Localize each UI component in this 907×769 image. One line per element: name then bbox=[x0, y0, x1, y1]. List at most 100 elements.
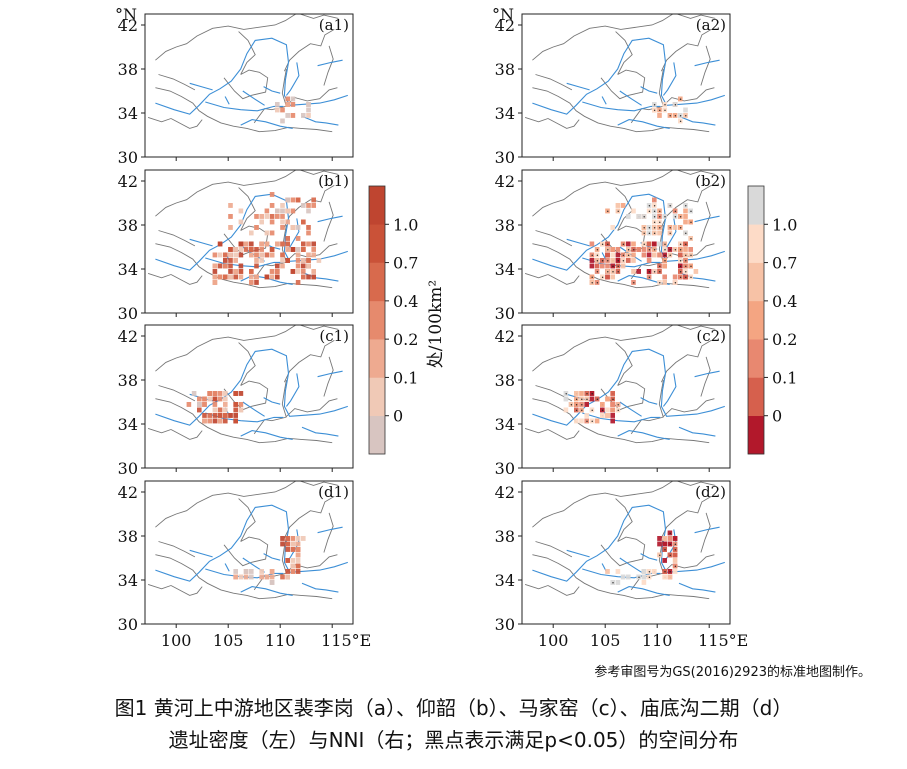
province-border bbox=[524, 427, 549, 434]
site-grid-cell bbox=[610, 418, 615, 424]
site-grid-cell bbox=[285, 547, 290, 552]
legend-color-step bbox=[369, 300, 385, 340]
site-grid-cell bbox=[290, 541, 296, 547]
significance-dot bbox=[659, 282, 661, 284]
site-grid-cell bbox=[311, 247, 316, 252]
significance-dot bbox=[659, 554, 661, 556]
site-grid-cell bbox=[280, 214, 285, 219]
site-grid-cell bbox=[228, 225, 233, 230]
legend-tick-label: 0.1 bbox=[393, 368, 418, 387]
site-grid-cell bbox=[285, 113, 290, 118]
significance-dot bbox=[596, 254, 599, 256]
significance-dot bbox=[617, 265, 619, 267]
lat-tick-label: 42 bbox=[118, 327, 138, 346]
site-grid-cell bbox=[600, 413, 605, 418]
lat-tick-label: 42 bbox=[495, 16, 515, 35]
province-border bbox=[147, 583, 172, 590]
site-grid-cell bbox=[212, 280, 218, 285]
lat-tick-label: 42 bbox=[495, 172, 515, 191]
province-border bbox=[147, 272, 172, 279]
site-grid-cell bbox=[563, 396, 569, 402]
map-panel-background bbox=[522, 325, 730, 468]
significance-dot bbox=[648, 576, 651, 578]
significance-dot bbox=[617, 271, 619, 273]
map-frame bbox=[521, 324, 731, 469]
site-grid-cell bbox=[280, 241, 285, 247]
river-line bbox=[662, 62, 677, 96]
panel-label: (c1) bbox=[319, 327, 349, 345]
legend-tick-label: 0 bbox=[393, 407, 403, 426]
site-grid-cell bbox=[290, 569, 296, 574]
site-grid-cell bbox=[285, 197, 290, 203]
panel-label: (d2) bbox=[695, 483, 726, 501]
significance-dot bbox=[617, 409, 619, 411]
site-grid-cell bbox=[610, 247, 615, 252]
site-grid-cell bbox=[264, 274, 270, 280]
site-grid-cell bbox=[641, 574, 647, 580]
map-source-note: 参考审图号为GS(2016)2923的标准地图制作。 bbox=[594, 665, 871, 680]
site-grid-cell bbox=[615, 247, 621, 252]
legend-color-step bbox=[748, 300, 764, 340]
site-grid-cell bbox=[223, 418, 228, 424]
province-border bbox=[158, 74, 196, 91]
province-border bbox=[535, 541, 573, 558]
significance-dot bbox=[581, 404, 583, 406]
site-grid-cell bbox=[290, 536, 296, 541]
site-grid-cell bbox=[269, 203, 275, 208]
site-grid-cell bbox=[636, 269, 641, 274]
site-grid-cell bbox=[652, 252, 657, 258]
province-border bbox=[532, 554, 710, 600]
site-grid-cell bbox=[275, 241, 280, 247]
significance-dot bbox=[653, 104, 656, 106]
significance-dot bbox=[607, 243, 609, 245]
significance-dot bbox=[664, 549, 666, 551]
province-border bbox=[532, 87, 710, 133]
significance-dot bbox=[648, 249, 651, 251]
significance-dot bbox=[685, 115, 687, 117]
river-line bbox=[694, 526, 720, 534]
site-grid-cell bbox=[238, 402, 244, 407]
province-border bbox=[323, 201, 334, 242]
significance-dot bbox=[591, 276, 593, 278]
significance-dot bbox=[679, 216, 682, 218]
province-border bbox=[532, 325, 674, 372]
significance-dot bbox=[607, 260, 609, 262]
site-grid-cell bbox=[233, 252, 238, 258]
site-grid-cell bbox=[683, 219, 688, 225]
panel-label: (a1) bbox=[319, 16, 349, 34]
density-colorbar: 1.0 0.7 0.4 0.2 0.1 0 处/100km² bbox=[368, 185, 446, 455]
river-line bbox=[619, 90, 642, 106]
site-grid-cell bbox=[202, 396, 207, 402]
lat-tick-label: 42 bbox=[495, 483, 515, 502]
site-grid-cell bbox=[683, 247, 688, 252]
map-panel-d2: (d2) 42 38 34 30 100 105 110 115°E bbox=[495, 480, 748, 650]
province-border bbox=[158, 230, 196, 247]
significance-dot bbox=[664, 249, 666, 251]
site-grid-cell bbox=[217, 407, 223, 413]
lat-tick-label: 38 bbox=[495, 527, 515, 546]
river-line bbox=[263, 553, 281, 561]
significance-dot bbox=[664, 109, 666, 112]
river-line bbox=[285, 373, 300, 407]
lat-tick-label: 38 bbox=[118, 371, 138, 390]
site-grid-cell bbox=[228, 214, 233, 219]
legend-tick-label: 0.4 bbox=[393, 292, 418, 311]
significance-dot bbox=[690, 276, 692, 278]
river-line bbox=[601, 96, 607, 105]
site-grid-cell bbox=[217, 396, 223, 402]
site-grid-cell bbox=[259, 574, 264, 580]
significance-dot bbox=[690, 210, 692, 212]
significance-dot bbox=[612, 582, 614, 584]
site-grid-cell bbox=[264, 208, 270, 214]
significance-dot bbox=[679, 276, 682, 278]
legend-tick-label: 0.4 bbox=[772, 292, 797, 311]
river-line bbox=[619, 557, 642, 573]
province-border bbox=[170, 585, 203, 596]
province-border bbox=[223, 536, 269, 567]
site-grid-cell bbox=[243, 241, 249, 247]
significance-dot bbox=[596, 260, 599, 262]
lon-tick-label: 100 bbox=[538, 631, 569, 650]
site-grid-cell bbox=[280, 541, 285, 547]
significance-dot bbox=[648, 227, 651, 229]
